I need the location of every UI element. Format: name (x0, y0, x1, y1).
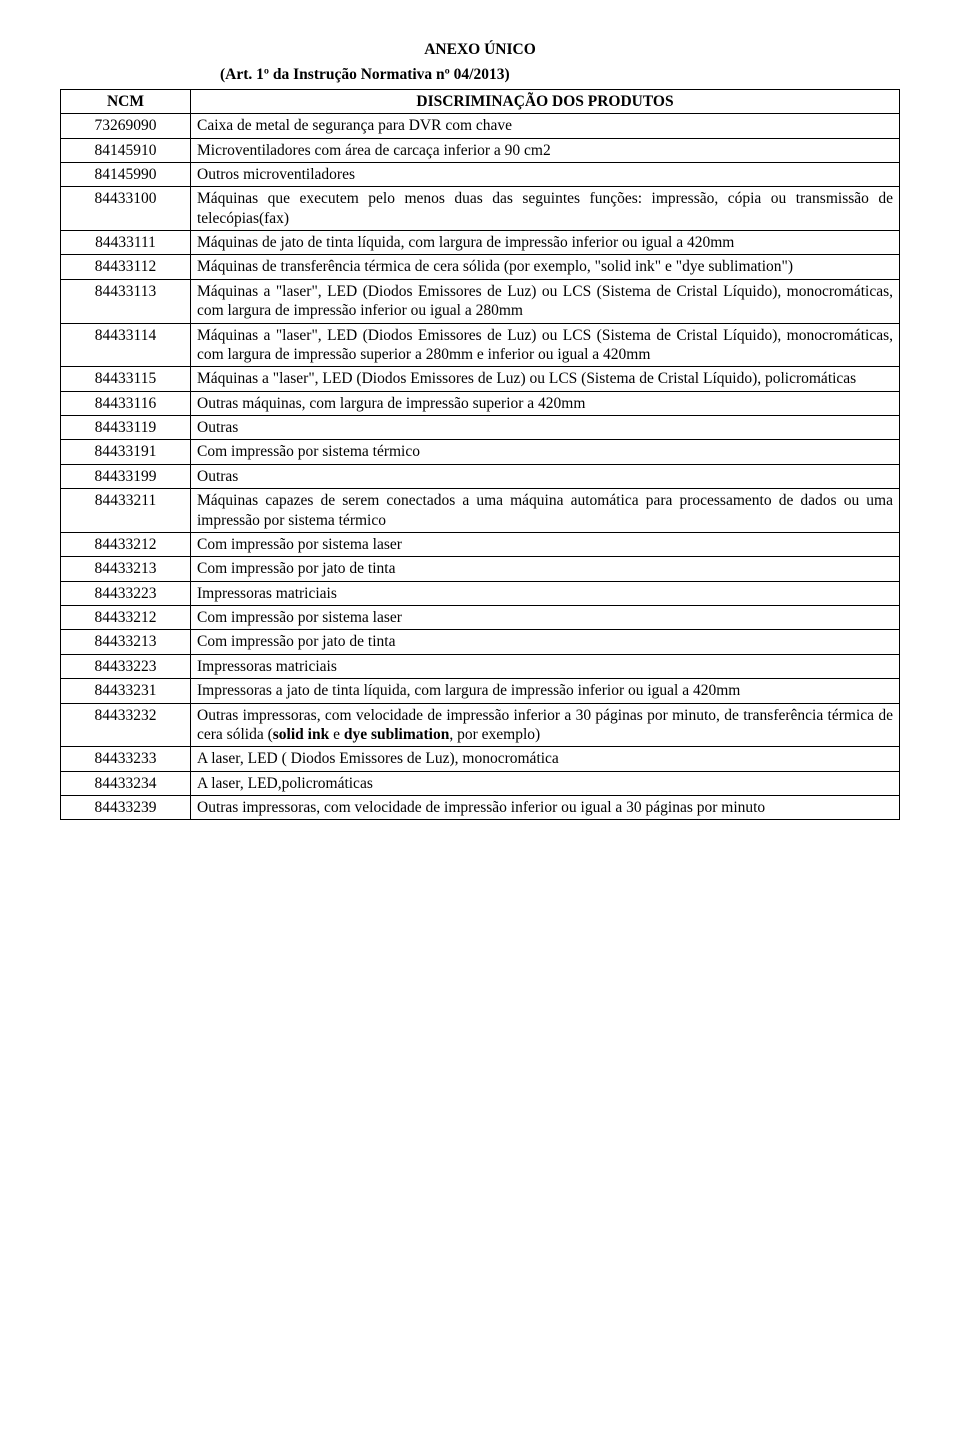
cell-desc: Máquinas capazes de serem conectados a u… (191, 489, 900, 533)
table-row: 84145910Microventiladores com área de ca… (61, 138, 900, 162)
table-row: 84433115Máquinas a "laser", LED (Diodos … (61, 367, 900, 391)
cell-desc: Outras (191, 464, 900, 488)
cell-desc: Outros microventiladores (191, 162, 900, 186)
table-row: 84433212Com impressão por sistema laser (61, 606, 900, 630)
cell-ncm: 84433213 (61, 630, 191, 654)
col-header-desc: DISCRIMINAÇÃO DOS PRODUTOS (191, 89, 900, 113)
table-row: 84433212Com impressão por sistema laser (61, 532, 900, 556)
cell-ncm: 84433119 (61, 416, 191, 440)
cell-ncm: 84433232 (61, 703, 191, 747)
cell-ncm: 84433112 (61, 255, 191, 279)
table-row: 84433112Máquinas de transferência térmic… (61, 255, 900, 279)
cell-desc: Microventiladores com área de carcaça in… (191, 138, 900, 162)
table-row: 84433119Outras (61, 416, 900, 440)
cell-desc: Impressoras matriciais (191, 654, 900, 678)
desc-bold: dye sublimation (344, 726, 450, 743)
cell-desc: Com impressão por sistema laser (191, 606, 900, 630)
cell-ncm: 73269090 (61, 114, 191, 138)
table-row: 84433111Máquinas de jato de tinta líquid… (61, 231, 900, 255)
table-row: 84145990Outros microventiladores (61, 162, 900, 186)
cell-ncm: 84433113 (61, 279, 191, 323)
table-row: 84433223Impressoras matriciais (61, 654, 900, 678)
cell-ncm: 84433211 (61, 489, 191, 533)
cell-desc: Outras impressoras, com velocidade de im… (191, 796, 900, 820)
products-table: NCM DISCRIMINAÇÃO DOS PRODUTOS 73269090C… (60, 89, 900, 821)
table-header-row: NCM DISCRIMINAÇÃO DOS PRODUTOS (61, 89, 900, 113)
table-row: 73269090Caixa de metal de segurança para… (61, 114, 900, 138)
cell-ncm: 84145910 (61, 138, 191, 162)
cell-desc: Máquinas a "laser", LED (Diodos Emissore… (191, 279, 900, 323)
table-row: 84433223Impressoras matriciais (61, 581, 900, 605)
cell-desc: Outras impressoras, com velocidade de im… (191, 703, 900, 747)
cell-desc: A laser, LED ( Diodos Emissores de Luz),… (191, 747, 900, 771)
cell-ncm: 84433115 (61, 367, 191, 391)
cell-desc: Máquinas a "laser", LED (Diodos Emissore… (191, 367, 900, 391)
table-row: 84433191Com impressão por sistema térmic… (61, 440, 900, 464)
cell-ncm: 84145990 (61, 162, 191, 186)
cell-ncm: 84433199 (61, 464, 191, 488)
cell-ncm: 84433212 (61, 532, 191, 556)
table-row: 84433213Com impressão por jato de tinta (61, 630, 900, 654)
table-body: 73269090Caixa de metal de segurança para… (61, 114, 900, 820)
cell-desc: Outras (191, 416, 900, 440)
cell-ncm: 84433231 (61, 679, 191, 703)
cell-ncm: 84433111 (61, 231, 191, 255)
cell-ncm: 84433223 (61, 581, 191, 605)
cell-desc: Outras máquinas, com largura de impressã… (191, 391, 900, 415)
cell-ncm: 84433191 (61, 440, 191, 464)
cell-desc: Máquinas de jato de tinta líquida, com l… (191, 231, 900, 255)
table-row: 84433100Máquinas que executem pelo menos… (61, 187, 900, 231)
cell-desc: Impressoras a jato de tinta líquida, com… (191, 679, 900, 703)
desc-text: , por exemplo) (449, 726, 540, 743)
cell-desc: Máquinas a "laser", LED (Diodos Emissore… (191, 323, 900, 367)
cell-desc: Caixa de metal de segurança para DVR com… (191, 114, 900, 138)
cell-ncm: 84433239 (61, 796, 191, 820)
table-row: 84433213Com impressão por jato de tinta (61, 557, 900, 581)
cell-ncm: 84433114 (61, 323, 191, 367)
cell-desc: Máquinas de transferência térmica de cer… (191, 255, 900, 279)
cell-ncm: 84433100 (61, 187, 191, 231)
document-title: ANEXO ÚNICO (60, 40, 900, 59)
cell-desc: A laser, LED,policromáticas (191, 771, 900, 795)
cell-desc: Impressoras matriciais (191, 581, 900, 605)
col-header-ncm: NCM (61, 89, 191, 113)
table-row: 84433116Outras máquinas, com largura de … (61, 391, 900, 415)
table-row: 84433239Outras impressoras, com velocida… (61, 796, 900, 820)
cell-desc: Com impressão por jato de tinta (191, 557, 900, 581)
table-row: 84433114Máquinas a "laser", LED (Diodos … (61, 323, 900, 367)
table-row: 84433232Outras impressoras, com velocida… (61, 703, 900, 747)
table-row: 84433211Máquinas capazes de serem conect… (61, 489, 900, 533)
table-row: 84433233A laser, LED ( Diodos Emissores … (61, 747, 900, 771)
cell-ncm: 84433213 (61, 557, 191, 581)
table-row: 84433234A laser, LED,policromáticas (61, 771, 900, 795)
cell-ncm: 84433212 (61, 606, 191, 630)
desc-text: e (329, 726, 344, 743)
document-subtitle: (Art. 1º da Instrução Normativa nº 04/20… (60, 65, 900, 84)
cell-desc: Máquinas que executem pelo menos duas da… (191, 187, 900, 231)
cell-ncm: 84433234 (61, 771, 191, 795)
cell-ncm: 84433116 (61, 391, 191, 415)
table-row: 84433113Máquinas a "laser", LED (Diodos … (61, 279, 900, 323)
cell-desc: Com impressão por sistema laser (191, 532, 900, 556)
cell-ncm: 84433233 (61, 747, 191, 771)
desc-bold: solid ink (273, 726, 329, 743)
cell-desc: Com impressão por sistema térmico (191, 440, 900, 464)
table-row: 84433199Outras (61, 464, 900, 488)
table-row: 84433231Impressoras a jato de tinta líqu… (61, 679, 900, 703)
cell-desc: Com impressão por jato de tinta (191, 630, 900, 654)
cell-ncm: 84433223 (61, 654, 191, 678)
